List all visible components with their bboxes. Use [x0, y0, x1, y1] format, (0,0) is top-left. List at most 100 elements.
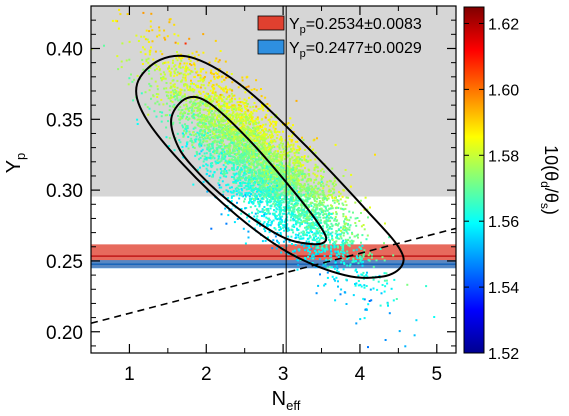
scatter-point [352, 257, 355, 260]
scatter-point [255, 188, 258, 190]
scatter-point [301, 221, 304, 224]
scatter-point [317, 195, 320, 198]
scatter-point [214, 39, 217, 42]
scatter-point [247, 144, 250, 147]
scatter-point [210, 110, 213, 112]
scatter-point [257, 173, 260, 176]
scatter-point [346, 232, 349, 235]
scatter-point [272, 181, 275, 183]
scatter-point [173, 23, 176, 26]
scatter-point [342, 255, 345, 258]
scatter-point [219, 94, 222, 97]
scatter-point [197, 54, 200, 57]
scatter-point [251, 194, 254, 197]
scatter-point [303, 149, 306, 151]
scatter-point [315, 191, 318, 194]
scatter-point [318, 188, 321, 191]
scatter-point [230, 208, 233, 211]
scatter-point [310, 257, 313, 260]
scatter-point [303, 233, 306, 236]
scatter-point [231, 139, 234, 142]
scatter-point [325, 208, 328, 211]
scatter-point [345, 204, 348, 207]
scatter-point [268, 170, 270, 173]
scatter-point [220, 172, 223, 175]
scatter-point [275, 113, 278, 116]
scatter-point [266, 188, 269, 191]
scatter-point [242, 137, 244, 140]
scatter-point [392, 254, 395, 257]
scatter-point [238, 123, 241, 126]
scatter-point [260, 143, 263, 146]
scatter-point [326, 233, 329, 236]
scatter-point [328, 188, 331, 191]
scatter-point [235, 117, 238, 120]
scatter-point [217, 157, 220, 160]
scatter-point [319, 202, 322, 205]
scatter-point [249, 199, 252, 202]
scatter-point [133, 78, 135, 81]
scatter-point [221, 105, 224, 107]
scatter-point [226, 110, 229, 113]
scatter-point [306, 234, 308, 237]
scatter-point [247, 85, 250, 88]
scatter-point [287, 169, 289, 172]
scatter-point [357, 233, 359, 236]
scatter-point [230, 73, 233, 75]
scatter-point [158, 103, 161, 106]
scatter-point [251, 162, 253, 165]
scatter-point [199, 101, 202, 104]
scatter-point [240, 115, 243, 118]
scatter-point [139, 51, 142, 54]
scatter-point [279, 161, 282, 164]
scatter-point [323, 237, 326, 240]
scatter-point [295, 208, 298, 211]
scatter-point [249, 170, 252, 173]
scatter-point [275, 214, 278, 217]
scatter-point [235, 121, 238, 124]
scatter-point [349, 240, 352, 243]
bands-layer [91, 244, 456, 269]
scatter-point [228, 144, 230, 147]
scatter-point [246, 139, 249, 142]
scatter-point [218, 105, 220, 108]
scatter-point [268, 196, 271, 198]
scatter-point [246, 117, 249, 120]
scatter-point [177, 99, 180, 102]
scatter-point [290, 206, 293, 209]
scatter-point [298, 217, 301, 220]
scatter-point [281, 187, 284, 190]
scatter-point [325, 230, 328, 233]
scatter-point [254, 132, 257, 135]
scatter-point [225, 126, 228, 129]
scatter-point [310, 204, 313, 207]
scatter-point [390, 287, 393, 290]
scatter-point [266, 103, 269, 105]
scatter-point [156, 100, 159, 103]
scatter-point [175, 57, 178, 60]
scatter-point [308, 187, 310, 190]
scatter-point [191, 105, 194, 108]
scatter-point [214, 134, 217, 137]
scatter-point [298, 179, 300, 182]
scatter-point [337, 252, 340, 255]
scatter-point [190, 112, 193, 115]
scatter-point [213, 112, 216, 115]
scatter-point [301, 194, 304, 197]
scatter-point [314, 192, 317, 195]
scatter-point [221, 120, 224, 123]
scatter-point [336, 235, 338, 238]
scatter-point [229, 131, 232, 134]
scatter-point [248, 96, 250, 99]
scatter-point [239, 136, 242, 139]
scatter-point [370, 299, 373, 302]
scatter-point [249, 184, 252, 187]
scatter-point [209, 107, 212, 110]
scatter-point [219, 168, 222, 170]
scatter-point [213, 75, 216, 78]
scatter-point [237, 114, 240, 117]
scatter-point [305, 229, 308, 231]
scatter-point [199, 132, 202, 135]
scatter-point [319, 169, 322, 172]
scatter-point [287, 143, 290, 146]
